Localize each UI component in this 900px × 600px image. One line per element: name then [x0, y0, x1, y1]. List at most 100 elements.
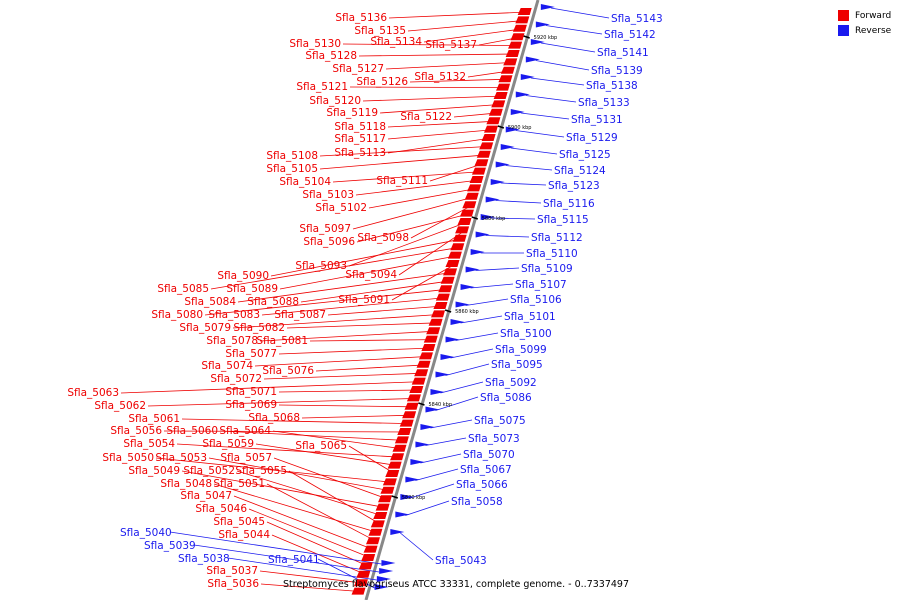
label-sfla_5132: Sfla_5132	[414, 71, 466, 83]
label-sfla_5074: Sfla_5074	[201, 360, 253, 372]
gene-sfla_5068	[402, 411, 417, 419]
gene-sfla_5045	[358, 562, 373, 570]
leader-sfla_5113	[387, 137, 492, 154]
leader-sfla_5040	[169, 531, 382, 565]
label-sfla_5098: Sfla_5098	[357, 232, 409, 244]
leader-sfla_5134	[423, 28, 523, 43]
label-sfla_5120: Sfla_5120	[309, 95, 361, 107]
leader-sfla_5139	[535, 60, 590, 71]
gene-sfla_5064	[392, 444, 407, 452]
leader-sfla_5085	[210, 246, 461, 290]
gene-sfla_5084	[443, 268, 458, 276]
label-sfla_5058: Sfla_5058	[451, 496, 503, 508]
leader-sfla_5065	[348, 445, 396, 475]
label-sfla_5075: Sfla_5075	[474, 415, 526, 427]
gene-sfla_5076	[416, 360, 431, 368]
leader-sfla_5062	[147, 398, 417, 407]
label-sfla_5068: Sfla_5068	[248, 412, 300, 424]
label-sfla_5094: Sfla_5094	[345, 269, 397, 281]
gene-sfla_5112	[475, 231, 490, 238]
label-sfla_5113: Sfla_5113	[334, 147, 386, 159]
leader-sfla_5094	[398, 230, 466, 276]
gene-sfla_5134	[512, 24, 527, 32]
gene-sfla_5060	[394, 436, 409, 444]
label-sfla_5097: Sfla_5097	[299, 223, 351, 235]
scale-marks: 5820 kbp 5840 kbp 5860 kbp 5880 kbp 5900 kbp…	[391, 35, 557, 501]
label-sfla_5135: Sfla_5135	[354, 25, 406, 37]
leader-sfla_5076	[315, 364, 427, 372]
gene-sfla_5095	[435, 371, 450, 378]
leader-sfla_5058	[405, 500, 450, 516]
gene-sfla_5044	[356, 570, 371, 578]
leader-sfla_5067	[415, 468, 459, 481]
leader-sfla_5095	[445, 363, 490, 376]
gene-sfla_5065	[385, 470, 400, 477]
gene-sfla_5102	[467, 184, 482, 192]
label-sfla_5095: Sfla_5095	[491, 359, 543, 371]
gene-sfla_5089	[447, 251, 462, 259]
leader-sfla_5103	[355, 179, 480, 196]
gene-sfla_5043	[390, 529, 405, 535]
label-sfla_5084: Sfla_5084	[184, 296, 236, 308]
leader-sfla_5106	[465, 298, 509, 306]
label-sfla_5055: Sfla_5055	[235, 465, 287, 477]
gene-sfla_5111	[474, 159, 489, 167]
leader-sfla_5061	[181, 418, 410, 424]
label-sfla_5105: Sfla_5105	[266, 163, 318, 175]
gene-sfla_5047	[363, 545, 378, 553]
gene-sfla_5136	[517, 8, 532, 15]
label-sfla_5053: Sfla_5053	[155, 452, 207, 464]
label-sfla_5059: Sfla_5059	[202, 438, 254, 450]
gene-sfla_5052	[373, 512, 388, 519]
genome-backbone	[364, 0, 540, 600]
gene-sfla_5078	[426, 327, 441, 335]
scale-label: 5820 kbp	[402, 495, 426, 501]
gene-sfla_5085	[450, 243, 465, 251]
gene-sfla_5077	[421, 344, 436, 351]
gene-sfla_5097	[464, 192, 479, 200]
scale-tick	[391, 495, 399, 499]
gene-sfla_5119	[491, 100, 506, 108]
leader-sfla_5069	[278, 404, 415, 408]
leader-sfla_5047	[233, 495, 374, 550]
leader-sfla_5083	[261, 297, 446, 316]
label-sfla_5137: Sfla_5137	[425, 39, 477, 51]
label-sfla_5037: Sfla_5037	[206, 565, 258, 577]
leader-sfla_5136	[388, 11, 528, 19]
label-sfla_5061: Sfla_5061	[128, 413, 180, 425]
label-sfla_5112: Sfla_5112	[531, 232, 583, 244]
gene-sfla_5062	[406, 394, 421, 402]
leader-sfla_5087	[327, 305, 444, 316]
label-sfla_5117: Sfla_5117	[334, 133, 386, 145]
leader-sfla_5078	[259, 330, 437, 342]
leader-sfla_5096	[356, 213, 471, 243]
gene-sfla_5128	[505, 50, 520, 57]
label-sfla_5115: Sfla_5115	[537, 214, 589, 226]
leader-sfla_5043	[400, 532, 434, 561]
gene-sfla_5037	[353, 579, 368, 587]
gene-sfla_5067	[405, 476, 420, 483]
gene-sfla_5048	[368, 528, 383, 536]
label-sfla_5076: Sfla_5076	[262, 365, 314, 377]
label-sfla_5056: Sfla_5056	[110, 425, 162, 437]
gene-sfla_5073	[415, 441, 430, 448]
gene-sfla_5080	[438, 285, 453, 293]
leader-sfla_5082	[286, 322, 439, 329]
gene-sfla_5106	[455, 301, 470, 308]
gene-sfla_5041	[374, 584, 389, 590]
leader-sfla_5077	[278, 347, 432, 355]
gene-sfla_5083	[435, 293, 450, 301]
label-sfla_5083: Sfla_5083	[208, 309, 260, 321]
label-sfla_5125: Sfla_5125	[559, 149, 611, 161]
label-sfla_5099: Sfla_5099	[495, 344, 547, 356]
leader-sfla_5048	[213, 483, 379, 534]
gene-sfla_5093	[457, 218, 472, 225]
scale-label: 5900 kbp	[508, 125, 532, 131]
gene-sfla_5115	[480, 214, 495, 220]
label-sfla_5143: Sfla_5143	[611, 13, 663, 25]
leader-sfla_5133	[525, 95, 577, 103]
leader-sfla_5074	[254, 356, 429, 367]
label-sfla_5124: Sfla_5124	[554, 165, 606, 177]
label-sfla_5092: Sfla_5092	[485, 377, 537, 389]
gene-sfla_5056	[397, 428, 412, 435]
